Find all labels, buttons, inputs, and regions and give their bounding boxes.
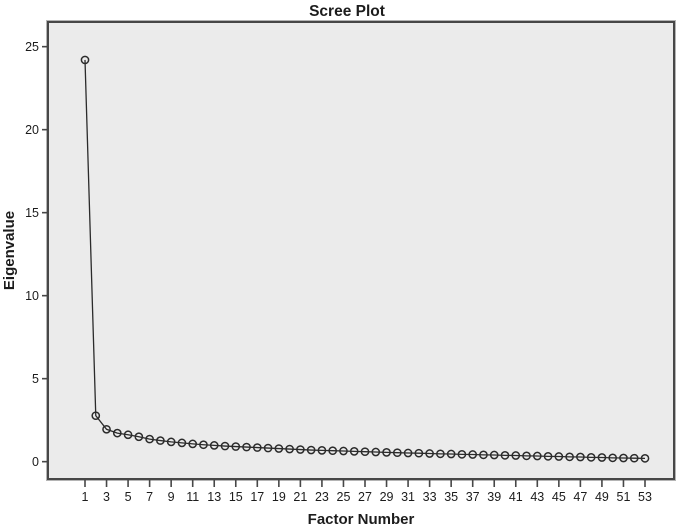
x-axis-tick-label: 9 bbox=[168, 490, 175, 504]
eigenvalue-series bbox=[80, 55, 650, 463]
data-point-marker bbox=[543, 451, 553, 461]
data-point-marker bbox=[263, 443, 273, 453]
y-axis-tick-label: 20 bbox=[25, 123, 39, 137]
y-axis: 0 5 10 15 20 25 bbox=[25, 40, 48, 469]
data-point-marker bbox=[382, 448, 391, 457]
x-axis-tick-label: 31 bbox=[401, 490, 415, 504]
x-axis-tick-label: 53 bbox=[638, 490, 652, 504]
x-axis-tick-label: 7 bbox=[146, 490, 153, 504]
x-axis-tick-label: 19 bbox=[272, 490, 286, 504]
data-point-marker bbox=[112, 428, 122, 438]
y-axis-tick-label: 10 bbox=[25, 289, 39, 303]
y-axis-tick-label: 0 bbox=[32, 455, 39, 469]
data-point-marker bbox=[134, 432, 144, 442]
data-point-marker bbox=[392, 448, 402, 458]
x-axis-tick-label: 3 bbox=[103, 490, 110, 504]
x-axis: 1 3 5 7 9 11 13 15 17 19 21 23 25 27 29 31 33 35 37 39 41 43 4… bbox=[82, 480, 652, 504]
x-axis-tick-label: 47 bbox=[573, 490, 587, 504]
x-axis-tick-label: 13 bbox=[207, 490, 221, 504]
x-axis-tick-label: 35 bbox=[444, 490, 458, 504]
x-axis-tick-label: 27 bbox=[358, 490, 372, 504]
data-point-marker bbox=[511, 451, 521, 460]
data-point-marker bbox=[209, 441, 219, 450]
y-axis-tick-label: 25 bbox=[25, 40, 39, 54]
data-point-marker bbox=[500, 451, 510, 460]
data-point-marker bbox=[123, 430, 133, 440]
x-axis-tick-label: 29 bbox=[380, 490, 394, 504]
data-point-marker bbox=[554, 452, 564, 461]
y-axis-tick-label: 15 bbox=[25, 206, 39, 220]
data-point-marker bbox=[565, 452, 574, 462]
data-point-marker bbox=[479, 450, 488, 460]
data-point-marker bbox=[156, 436, 165, 445]
data-point-marker bbox=[640, 453, 650, 463]
x-axis-tick-label: 25 bbox=[337, 490, 351, 504]
data-point-marker bbox=[102, 424, 111, 434]
plot-frame-bevel bbox=[46, 20, 676, 481]
x-axis-tick-label: 1 bbox=[82, 490, 89, 504]
data-point-marker bbox=[436, 449, 445, 459]
data-point-marker bbox=[220, 441, 230, 451]
data-point-marker bbox=[468, 450, 478, 459]
data-point-marker bbox=[252, 443, 262, 452]
data-point-marker bbox=[166, 437, 176, 447]
data-point-marker bbox=[576, 452, 585, 462]
data-point-marker bbox=[360, 447, 370, 457]
data-point-marker bbox=[177, 438, 187, 448]
data-point-marker bbox=[489, 450, 499, 460]
y-axis-tick-label: 5 bbox=[32, 372, 39, 386]
x-axis-tick-label: 11 bbox=[186, 490, 199, 504]
data-point-marker bbox=[274, 444, 284, 453]
data-point-marker bbox=[597, 453, 607, 462]
data-point-marker bbox=[349, 447, 359, 456]
data-point-marker bbox=[532, 451, 542, 461]
data-point-marker bbox=[80, 55, 90, 65]
y-axis-label: Eigenvalue bbox=[1, 211, 18, 290]
data-point-marker bbox=[608, 453, 618, 463]
x-axis-tick-label: 15 bbox=[229, 490, 243, 504]
x-axis-tick-label: 21 bbox=[293, 490, 307, 504]
data-point-marker bbox=[296, 445, 305, 454]
data-point-marker bbox=[306, 445, 316, 455]
data-point-marker bbox=[403, 448, 413, 458]
data-point-marker bbox=[285, 444, 294, 454]
data-point-marker bbox=[586, 452, 596, 462]
x-axis-label: Factor Number bbox=[308, 511, 415, 528]
x-axis-tick-label: 39 bbox=[487, 490, 501, 504]
data-point-marker bbox=[339, 446, 348, 456]
data-point-marker bbox=[188, 439, 198, 449]
x-axis-tick-label: 43 bbox=[530, 490, 544, 504]
x-axis-tick-label: 41 bbox=[509, 490, 523, 504]
data-point-marker bbox=[371, 447, 381, 457]
chart-title: Scree Plot bbox=[309, 3, 385, 20]
data-point-marker bbox=[522, 451, 531, 461]
data-point-marker bbox=[457, 450, 467, 459]
data-point-marker bbox=[91, 411, 101, 421]
data-point-marker bbox=[145, 434, 154, 444]
data-point-marker bbox=[328, 446, 338, 456]
data-point-marker bbox=[231, 442, 241, 451]
data-point-marker bbox=[629, 453, 639, 463]
data-point-marker bbox=[425, 449, 434, 458]
x-axis-tick-label: 23 bbox=[315, 490, 329, 504]
x-axis-tick-label: 33 bbox=[423, 490, 437, 504]
data-point-marker bbox=[242, 442, 251, 452]
x-axis-tick-label: 45 bbox=[552, 490, 566, 504]
x-axis-tick-label: 49 bbox=[595, 490, 609, 504]
plot-area bbox=[47, 21, 675, 480]
x-axis-tick-label: 5 bbox=[125, 490, 132, 504]
data-point-marker bbox=[317, 446, 327, 455]
x-axis-tick-label: 37 bbox=[466, 490, 480, 504]
data-point-marker bbox=[414, 448, 424, 458]
x-axis-tick-label: 51 bbox=[617, 490, 631, 504]
data-point-marker bbox=[446, 449, 456, 459]
data-point-marker bbox=[619, 453, 628, 463]
x-axis-tick-label: 17 bbox=[250, 490, 264, 504]
data-point-marker bbox=[199, 440, 208, 450]
